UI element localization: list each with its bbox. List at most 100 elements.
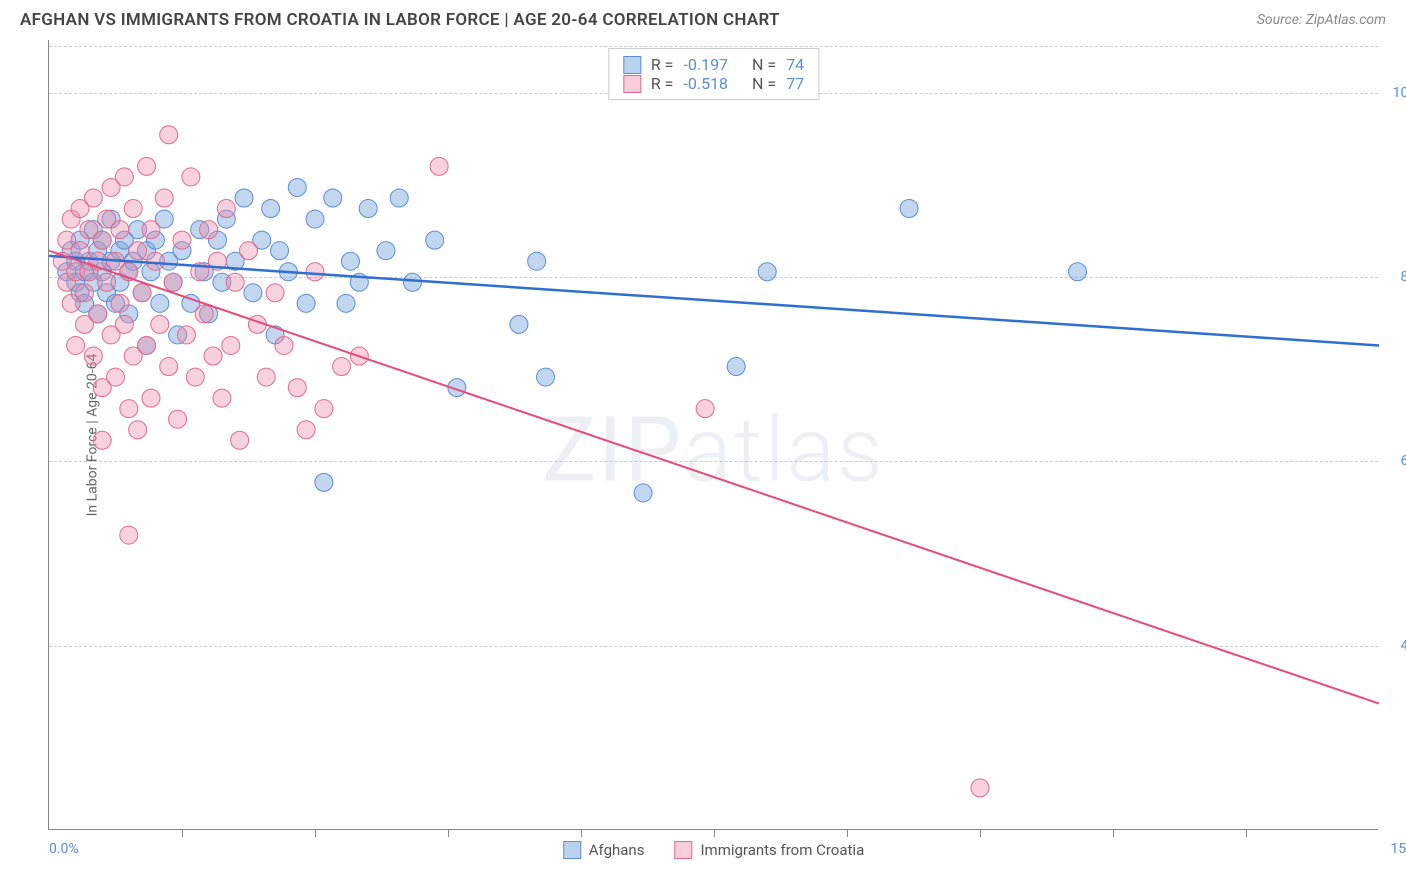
swatch-icon [623, 56, 641, 74]
n-label: N = [752, 55, 776, 74]
data-point [120, 526, 138, 544]
data-point [120, 400, 138, 418]
x-tick [847, 829, 848, 837]
data-point [306, 263, 324, 281]
legend-label: Afghans [589, 841, 645, 859]
data-point [377, 242, 395, 260]
correlation-chart: In Labor Force | Age 20-64 47.5%65.0%82.… [48, 40, 1378, 830]
data-point [200, 221, 218, 239]
n-label: N = [752, 74, 776, 93]
data-point [1069, 263, 1087, 281]
data-point [315, 473, 333, 491]
source-attribution: Source: ZipAtlas.com [1257, 12, 1386, 28]
r-value: -0.197 [683, 55, 728, 74]
y-tick-label: 47.5% [1400, 638, 1406, 654]
data-point [186, 368, 204, 386]
x-tick [980, 829, 981, 837]
r-label: R = [651, 55, 674, 74]
data-point [315, 400, 333, 418]
data-point [271, 242, 289, 260]
data-point [257, 368, 275, 386]
data-point [262, 200, 280, 218]
data-point [84, 347, 102, 365]
x-axis-max-label: 15.0% [1390, 841, 1406, 857]
data-point [84, 189, 102, 207]
data-point [111, 294, 129, 312]
data-point [115, 315, 133, 333]
n-value: 77 [786, 74, 804, 93]
x-tick [581, 829, 582, 837]
data-point [89, 305, 107, 323]
data-point [430, 157, 448, 175]
data-point [142, 389, 160, 407]
series-legend: Afghans Immigrants from Croatia [563, 841, 864, 859]
data-point [75, 284, 93, 302]
data-point [160, 126, 178, 144]
data-point [900, 200, 918, 218]
data-point [138, 157, 156, 175]
data-point [288, 178, 306, 196]
data-point [93, 431, 111, 449]
data-point [129, 421, 147, 439]
legend-label: Immigrants from Croatia [700, 841, 864, 859]
legend-item-afghans: Afghans [563, 841, 645, 859]
data-point [124, 200, 142, 218]
data-point [195, 305, 213, 323]
y-tick-label: 100.0% [1393, 85, 1406, 101]
data-point [235, 189, 253, 207]
x-tick [448, 829, 449, 837]
swatch-icon [623, 75, 641, 93]
data-point [204, 347, 222, 365]
data-point [142, 221, 160, 239]
x-tick [714, 829, 715, 837]
x-tick [1246, 829, 1247, 837]
x-axis-min-label: 0.0% [49, 841, 79, 857]
legend-row-afghans: R = -0.197 N = 74 [623, 55, 804, 74]
data-point [297, 294, 315, 312]
data-point [213, 389, 231, 407]
data-point [169, 410, 187, 428]
y-tick-label: 65.0% [1400, 453, 1406, 469]
data-point [341, 252, 359, 270]
data-point [240, 242, 258, 260]
data-point [359, 200, 377, 218]
data-point [93, 231, 111, 249]
data-point [306, 210, 324, 228]
data-point [177, 326, 195, 344]
n-value: 74 [786, 55, 804, 74]
legend-row-croatia: R = -0.518 N = 77 [623, 74, 804, 93]
data-point [111, 221, 129, 239]
data-point [337, 294, 355, 312]
data-point [67, 336, 85, 354]
x-tick [182, 829, 183, 837]
trend-line [49, 251, 1379, 704]
data-point [727, 358, 745, 376]
x-tick [1113, 829, 1114, 837]
data-point [182, 168, 200, 186]
data-point [98, 273, 116, 291]
data-point [537, 368, 555, 386]
y-tick-label: 82.5% [1400, 269, 1406, 285]
data-point [164, 273, 182, 291]
data-point [133, 284, 151, 302]
x-tick [315, 829, 316, 837]
data-point [266, 284, 284, 302]
correlation-legend: R = -0.197 N = 74 R = -0.518 N = 77 [608, 48, 819, 100]
legend-item-croatia: Immigrants from Croatia [674, 841, 864, 859]
data-point [146, 252, 164, 270]
data-point [297, 421, 315, 439]
data-point [324, 189, 342, 207]
data-point [115, 168, 133, 186]
data-point [160, 358, 178, 376]
data-point [226, 273, 244, 291]
data-point [173, 231, 191, 249]
data-point [217, 200, 235, 218]
data-point [151, 294, 169, 312]
data-point [510, 315, 528, 333]
data-point [758, 263, 776, 281]
data-point [404, 273, 422, 291]
data-point [222, 336, 240, 354]
data-point [696, 400, 714, 418]
r-label: R = [651, 74, 674, 93]
data-point [129, 242, 147, 260]
